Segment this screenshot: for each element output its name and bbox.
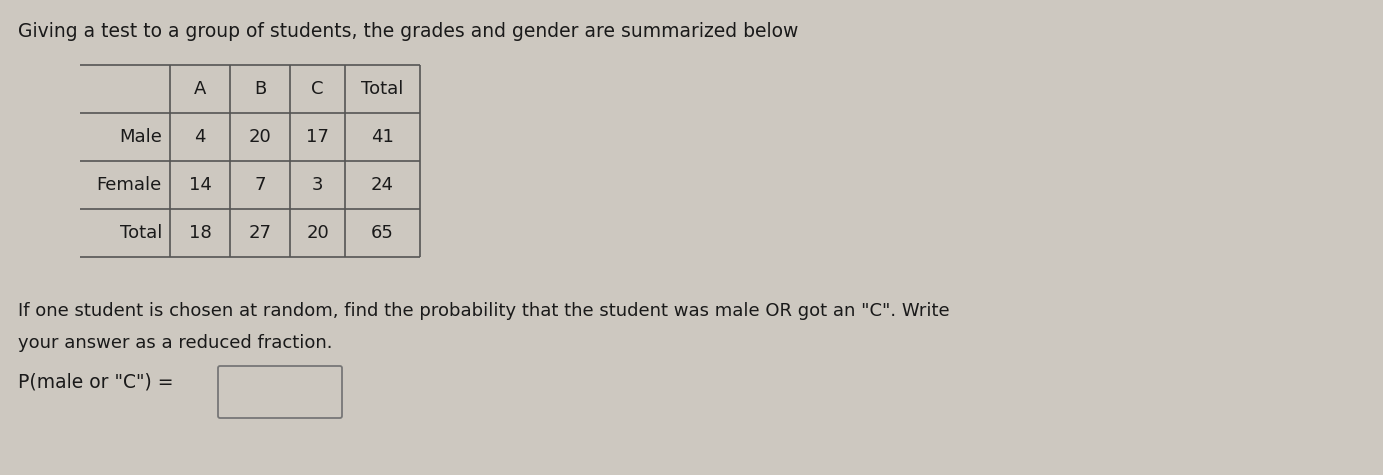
Text: Male: Male	[119, 128, 162, 146]
Text: your answer as a reduced fraction.: your answer as a reduced fraction.	[18, 334, 332, 352]
Text: 20: 20	[249, 128, 271, 146]
Text: Female: Female	[97, 176, 162, 194]
Text: 41: 41	[371, 128, 394, 146]
Text: 17: 17	[306, 128, 329, 146]
Text: 14: 14	[188, 176, 212, 194]
Text: 65: 65	[371, 224, 394, 242]
Text: Total: Total	[119, 224, 162, 242]
Text: P(male or "C") =: P(male or "C") =	[18, 372, 173, 391]
Text: 7: 7	[254, 176, 266, 194]
Text: If one student is chosen at random, find the probability that the student was ma: If one student is chosen at random, find…	[18, 302, 950, 320]
Text: 4: 4	[194, 128, 206, 146]
Text: 18: 18	[188, 224, 212, 242]
Text: A: A	[194, 80, 206, 98]
Text: 27: 27	[249, 224, 271, 242]
Text: 20: 20	[306, 224, 329, 242]
Text: C: C	[311, 80, 324, 98]
FancyBboxPatch shape	[219, 366, 342, 418]
Text: 24: 24	[371, 176, 394, 194]
Text: Total: Total	[361, 80, 404, 98]
Text: 3: 3	[311, 176, 324, 194]
Text: Giving a test to a group of students, the grades and gender are summarized below: Giving a test to a group of students, th…	[18, 22, 798, 41]
Text: B: B	[254, 80, 266, 98]
